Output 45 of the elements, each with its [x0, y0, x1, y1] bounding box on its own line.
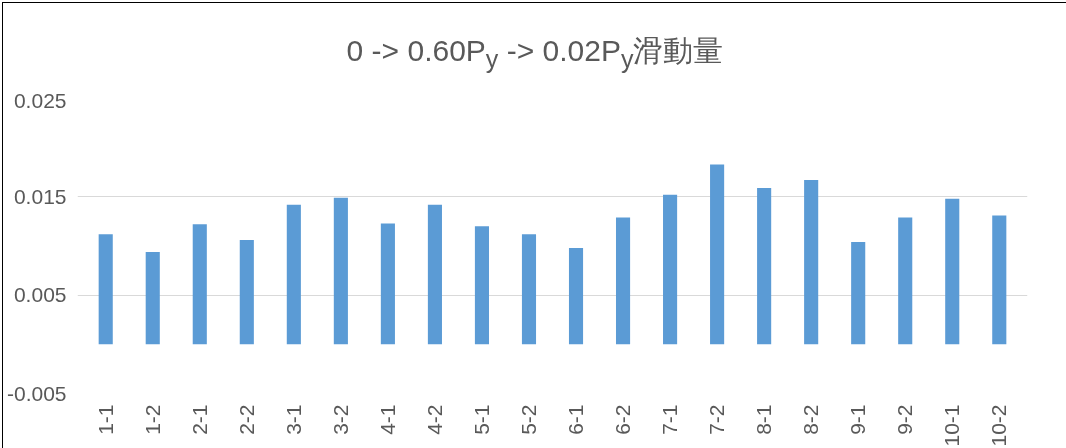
x-tick-label: 10-2: [987, 404, 1011, 447]
x-tick-label: 7-2: [705, 404, 729, 435]
bar: [333, 197, 348, 345]
bar: [145, 251, 160, 345]
bar: [521, 234, 537, 345]
y-tick-label: 0.025: [13, 88, 67, 112]
x-tick-label: 8-1: [752, 404, 776, 435]
bar: [804, 180, 819, 345]
x-tick-label: 9-1: [846, 404, 870, 435]
bar: [663, 194, 678, 345]
bar: [192, 224, 207, 345]
y-tick-label: 0.005: [13, 283, 67, 307]
x-tick-label: 4-1: [375, 404, 399, 435]
x-tick-label: 2-1: [187, 404, 211, 435]
x-tick-label: 10-1: [940, 404, 964, 447]
bar: [239, 240, 254, 345]
bar: [568, 247, 584, 345]
bar: [851, 242, 866, 345]
bar: [427, 204, 442, 345]
x-tick-label: 9-2: [893, 404, 917, 435]
bar: [757, 187, 772, 345]
bar: [898, 217, 913, 345]
bar: [98, 234, 113, 345]
x-tick-label: 1-1: [93, 404, 117, 435]
x-tick-label: 8-2: [799, 404, 823, 435]
x-tick-label: 7-1: [658, 404, 682, 435]
bar: [286, 204, 301, 345]
bar: [474, 226, 490, 345]
bar: [992, 215, 1007, 345]
x-tick-label: 4-2: [422, 404, 446, 435]
x-tick-label: 2-2: [234, 404, 258, 435]
y-tick-label: -0.005: [6, 381, 67, 405]
x-tick-label: 6-2: [611, 404, 635, 435]
chart-title: 0 -> 0.60P$_{y}$ -> 0.02P$_{y}$滑動量: [345, 33, 725, 75]
x-tick-label: 5-2: [516, 404, 540, 435]
y-tick-label: 0.015: [13, 184, 67, 208]
bar: [710, 164, 725, 345]
bar: [615, 217, 631, 345]
x-tick-label: 6-1: [564, 404, 588, 435]
x-tick-label: 3-1: [281, 404, 305, 435]
x-tick-label: 5-1: [469, 404, 493, 435]
bar: [945, 198, 960, 345]
x-tick-label: 1-2: [140, 404, 164, 435]
x-tick-label: 3-2: [328, 404, 352, 435]
bar: [380, 223, 395, 345]
